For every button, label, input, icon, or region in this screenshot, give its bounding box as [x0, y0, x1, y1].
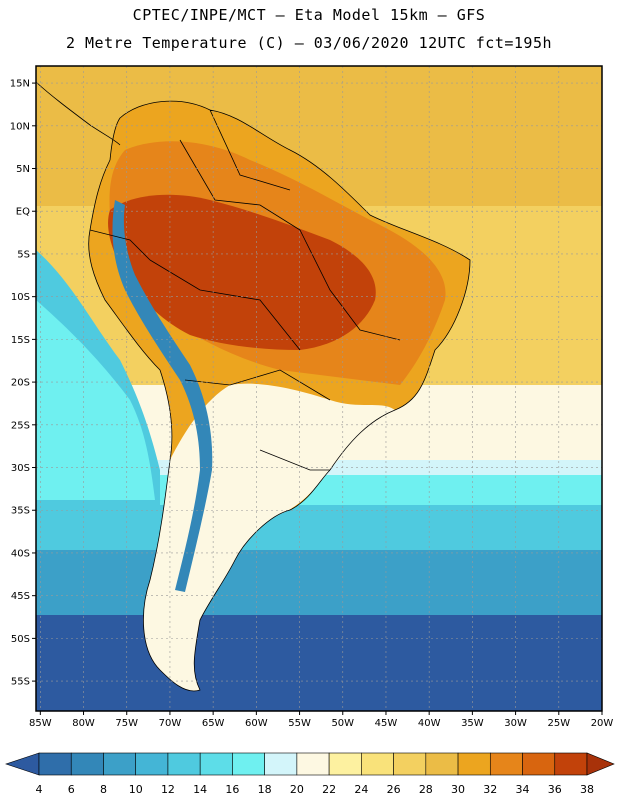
colorbar-swatch — [135, 752, 169, 776]
colorbar-label: 28 — [419, 783, 433, 796]
colorbar-swatch — [232, 752, 265, 776]
pacific-cyan-tongue — [36, 300, 155, 500]
colorbar-label: 4 — [36, 783, 43, 796]
gridlines — [36, 66, 603, 711]
colorbar-swatch — [393, 752, 427, 776]
colorbar-label: 18 — [258, 783, 272, 796]
colorbar-swatch — [489, 752, 523, 776]
lon-tick-label: 75W — [115, 718, 138, 729]
lat-tick-label: 30S — [11, 463, 30, 474]
lon-tick-label: 40W — [418, 718, 441, 729]
colorbar-label: 32 — [483, 783, 497, 796]
lon-tick-label: 55W — [288, 718, 311, 729]
country-borders — [88, 100, 471, 692]
lat-tick-label: 5S — [17, 249, 30, 260]
colorbar-swatch — [38, 752, 72, 776]
colorbar-swatch — [103, 752, 137, 776]
central-america — [36, 81, 121, 146]
lat-tick-label: 10S — [11, 292, 30, 303]
lat-tick-label: 25S — [11, 420, 30, 431]
lat-tick-label: 55S — [11, 677, 30, 688]
lon-tick-label: 65W — [202, 718, 225, 729]
lon-tick-label: 25W — [547, 718, 570, 729]
map-field — [36, 66, 602, 711]
lat-tick-label: 50S — [11, 634, 30, 645]
colorbar-label: 6 — [68, 783, 75, 796]
colorbar-label: 24 — [354, 783, 368, 796]
lon-tick-label: 60W — [245, 718, 268, 729]
lat-tick-label: 35S — [11, 506, 30, 517]
colorbar-label: 16 — [225, 783, 239, 796]
lon-tick-label: 30W — [504, 718, 527, 729]
colorbar-label: 30 — [451, 783, 465, 796]
lat-tick-label: 45S — [11, 591, 30, 602]
andes-cool-strip — [112, 200, 213, 592]
lat-tick-label: 15N — [10, 79, 30, 90]
colorbar-label: 26 — [387, 783, 401, 796]
colorbar-label: 10 — [129, 783, 143, 796]
latitude-axis: 15N 10N 5N EQ 5S 10S 15S 20S 25S 30S 35S 40S 45S 50S 5… — [10, 79, 36, 688]
colorbar-swatch — [167, 752, 201, 776]
title-line-2: 2 Metre Temperature (C) – 03/06/2020 12U… — [65, 34, 553, 52]
lat-tick-label: 20S — [11, 378, 30, 389]
longitude-axis: 85W 80W 75W 70W 65W 60W 55W 50W 45W 40W 35W 30W 25W 2… — [29, 711, 613, 729]
lon-tick-label: 35W — [461, 718, 484, 729]
colorbar-swatch — [199, 752, 233, 776]
colorbar: 4 6 8 10 12 14 16 18 20 22 24 26 28 30 32 34 36 38 — [5, 752, 615, 796]
colorbar-swatch — [361, 752, 394, 776]
title-line-1: CPTEC/INPE/MCT – Eta Model 15km – GFS — [132, 6, 486, 24]
lon-tick-label: 45W — [375, 718, 398, 729]
colorbar-label: 14 — [193, 783, 207, 796]
colorbar-swatch — [457, 752, 491, 776]
colorbar-label: 12 — [161, 783, 175, 796]
colorbar-swatch — [70, 752, 104, 776]
colorbar-swatch — [425, 752, 459, 776]
amazon-hot-core — [108, 194, 376, 350]
colorbar-arrow-high — [586, 752, 615, 776]
colorbar-label: 38 — [580, 783, 594, 796]
lat-tick-label: 10N — [10, 121, 30, 132]
lat-tick-label: 40S — [11, 548, 30, 559]
colorbar-swatch — [554, 752, 588, 776]
lat-tick-label: EQ — [16, 207, 30, 218]
lon-tick-label: 80W — [72, 718, 95, 729]
colorbar-label: 36 — [548, 783, 562, 796]
ocean-band-coldest — [36, 610, 602, 711]
colorbar-label: 34 — [516, 783, 530, 796]
ocean-band-cold — [36, 545, 602, 615]
map-frame — [35, 65, 603, 712]
colorbar-swatch — [264, 752, 298, 776]
lat-tick-label: 15S — [11, 335, 30, 346]
colorbar-swatch — [522, 752, 556, 776]
colorbar-label: 22 — [322, 783, 336, 796]
colorbar-arrow-low — [5, 752, 40, 776]
lon-tick-label: 85W — [29, 718, 52, 729]
colorbar-swatch — [296, 752, 330, 776]
colorbar-label: 8 — [100, 783, 107, 796]
colorbar-swatch — [328, 752, 362, 776]
lon-tick-label: 20W — [591, 718, 614, 729]
lon-tick-label: 50W — [331, 718, 354, 729]
colorbar-label: 20 — [290, 783, 304, 796]
lon-tick-label: 70W — [159, 718, 182, 729]
lat-tick-label: 5N — [16, 164, 30, 175]
